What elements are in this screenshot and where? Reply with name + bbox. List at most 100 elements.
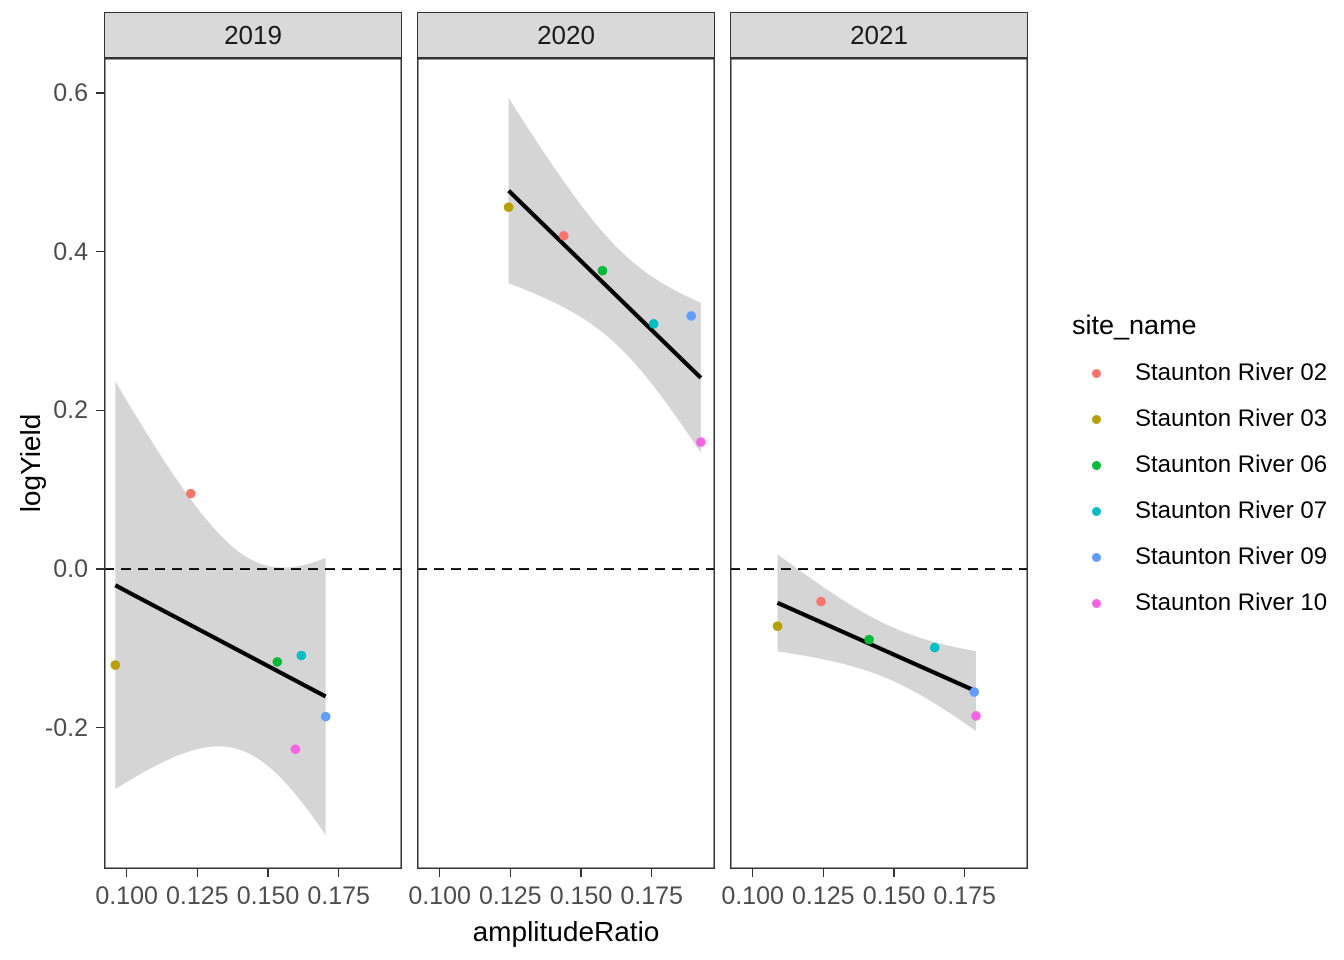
legend: site_name Staunton River 02 Staunton Rive… xyxy=(1072,300,1327,626)
panel-border xyxy=(417,58,715,869)
x-tick-label: 0.125 xyxy=(792,882,855,910)
confidence-band xyxy=(508,97,701,454)
facet-strip-label: 2021 xyxy=(850,19,908,50)
y-tick-label: 0.4 xyxy=(53,237,88,266)
legend-item-label: Staunton River 06 xyxy=(1135,451,1328,478)
y-tick-label: 0.6 xyxy=(53,78,88,107)
legend-key-dot xyxy=(1091,368,1101,378)
facet-panel-2021 xyxy=(730,58,1028,869)
y-tick-label: -0.2 xyxy=(44,713,88,742)
legend-key-dot xyxy=(1091,414,1101,424)
facet-strip-2020: 2020 xyxy=(417,12,715,58)
legend-item: Staunton River 09 xyxy=(1072,534,1327,580)
legend-title: site_name xyxy=(1072,310,1197,340)
legend-item: Staunton River 10 xyxy=(1072,580,1327,626)
legend-key xyxy=(1072,350,1120,396)
facet-strip-label: 2020 xyxy=(537,19,595,50)
legend-key xyxy=(1072,580,1120,626)
panel-border xyxy=(104,58,402,869)
legend-item-label: Staunton River 09 xyxy=(1135,543,1328,570)
facet-strip-2021: 2021 xyxy=(730,12,1028,58)
regression-line xyxy=(776,600,977,694)
regression-line xyxy=(507,189,703,380)
x-tick-mark xyxy=(337,869,340,877)
x-tick-label: 0.125 xyxy=(479,882,542,910)
legend-key-dot xyxy=(1091,506,1101,516)
legend-item: Staunton River 07 xyxy=(1072,488,1327,534)
x-tick-mark xyxy=(509,869,512,877)
data-point-staunton-river-10 xyxy=(696,437,706,447)
data-point-staunton-river-03 xyxy=(110,660,121,670)
legend-item-label: Staunton River 02 xyxy=(1135,359,1328,386)
data-point-staunton-river-06 xyxy=(864,634,874,645)
y-tick-label: 0.0 xyxy=(53,555,88,584)
data-point-staunton-river-09 xyxy=(969,687,980,697)
data-point-staunton-river-02 xyxy=(186,488,196,499)
legend-key-dot xyxy=(1091,598,1101,608)
x-tick-mark xyxy=(822,869,825,877)
data-point-staunton-river-10 xyxy=(290,744,301,754)
legend-key-dot xyxy=(1091,460,1101,470)
data-point-staunton-river-03 xyxy=(503,202,514,212)
facet-strip-label: 2019 xyxy=(224,19,282,50)
data-point-staunton-river-07 xyxy=(929,642,940,653)
legend-item: Staunton River 02 xyxy=(1072,350,1327,396)
y-tick-label: 0.2 xyxy=(53,396,88,425)
x-tick-label: 0.100 xyxy=(721,882,784,910)
x-tick-mark xyxy=(580,869,582,877)
data-point-staunton-river-03 xyxy=(772,621,783,631)
x-axis-title: amplitudeRatio xyxy=(472,916,660,947)
data-point-staunton-river-09 xyxy=(686,311,697,321)
x-tick-label: 0.175 xyxy=(620,882,683,910)
legend-item-label: Staunton River 07 xyxy=(1135,497,1328,524)
x-tick-label: 0.100 xyxy=(408,882,471,910)
y-tick-mark xyxy=(96,726,104,729)
legend-key xyxy=(1072,442,1120,488)
legend-item-label: Staunton River 10 xyxy=(1135,589,1328,616)
x-tick-mark xyxy=(438,869,441,877)
x-tick-mark xyxy=(196,869,199,877)
data-point-staunton-river-06 xyxy=(272,657,283,667)
facet-strip-2019: 2019 xyxy=(104,12,402,58)
x-tick-label: 0.150 xyxy=(549,882,613,910)
confidence-band xyxy=(777,554,976,732)
y-tick-mark xyxy=(96,568,104,570)
legend-item-label: Staunton River 03 xyxy=(1135,405,1328,432)
y-axis-title: logYield xyxy=(15,413,46,513)
data-point-staunton-river-02 xyxy=(816,596,826,607)
panel-border xyxy=(730,58,1028,869)
y-tick-mark xyxy=(96,409,104,412)
legend-items: Staunton River 02 Staunton River 03 Staunt… xyxy=(1072,350,1327,626)
x-tick-label: 0.175 xyxy=(307,882,370,910)
legend-key xyxy=(1072,396,1120,442)
y-tick-mark xyxy=(96,92,104,94)
x-tick-mark xyxy=(893,869,895,877)
data-point-staunton-river-09 xyxy=(320,711,331,722)
x-tick-label: 0.150 xyxy=(862,882,926,910)
regression-line xyxy=(114,583,327,699)
x-tick-label: 0.175 xyxy=(933,882,996,910)
y-tick-mark xyxy=(96,250,104,253)
confidence-band xyxy=(115,381,326,836)
x-tick-label: 0.100 xyxy=(95,882,158,910)
x-tick-mark xyxy=(751,869,754,877)
data-point-staunton-river-02 xyxy=(558,230,569,241)
data-point-staunton-river-10 xyxy=(971,711,981,721)
data-point-staunton-river-07 xyxy=(296,650,307,661)
legend-item: Staunton River 03 xyxy=(1072,396,1327,442)
facet-panel-2020 xyxy=(417,58,715,869)
legend-key-dot xyxy=(1091,552,1101,562)
data-point-staunton-river-06 xyxy=(597,265,608,276)
facet-panel-2019 xyxy=(104,58,402,869)
legend-key xyxy=(1072,488,1120,534)
legend-item: Staunton River 06 xyxy=(1072,442,1327,488)
x-tick-mark xyxy=(267,869,269,877)
x-tick-mark xyxy=(125,869,128,877)
data-point-staunton-river-07 xyxy=(648,319,659,329)
x-tick-mark xyxy=(963,869,966,877)
x-tick-label: 0.125 xyxy=(166,882,229,910)
legend-key xyxy=(1072,534,1120,580)
x-tick-mark xyxy=(650,869,653,877)
x-tick-label: 0.150 xyxy=(236,882,300,910)
